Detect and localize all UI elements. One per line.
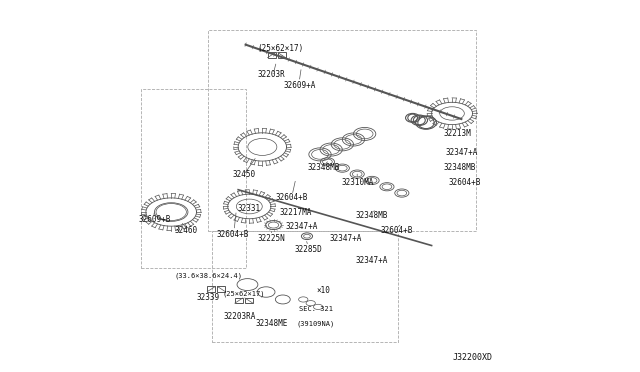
Text: 32348MB: 32348MB xyxy=(444,163,476,172)
Text: 32609+A: 32609+A xyxy=(284,81,316,90)
Text: (39109NA): (39109NA) xyxy=(296,320,335,327)
Bar xyxy=(245,298,253,303)
Bar xyxy=(218,286,225,292)
Bar xyxy=(209,30,476,231)
Text: J32200XD: J32200XD xyxy=(452,353,493,362)
Text: 32203R: 32203R xyxy=(258,70,285,79)
Text: 32285D: 32285D xyxy=(295,245,323,254)
Text: 32604+B: 32604+B xyxy=(449,178,481,187)
Text: 32604+B: 32604+B xyxy=(380,226,412,235)
Text: (25×62×17): (25×62×17) xyxy=(258,44,304,53)
Text: 32347+A: 32347+A xyxy=(445,148,477,157)
Bar xyxy=(207,286,215,292)
Text: 32348MB: 32348MB xyxy=(308,163,340,172)
Bar xyxy=(212,231,398,342)
Text: ×10: ×10 xyxy=(317,286,331,295)
Text: 32604+B: 32604+B xyxy=(276,193,308,202)
Text: 32310MA: 32310MA xyxy=(341,178,373,187)
Text: 32347+A: 32347+A xyxy=(330,234,362,243)
Text: 32604+B: 32604+B xyxy=(216,230,249,239)
Text: 32339: 32339 xyxy=(197,293,220,302)
Text: 32213M: 32213M xyxy=(444,129,472,138)
Bar xyxy=(268,52,276,58)
Text: SEC. 321: SEC. 321 xyxy=(300,306,333,312)
Text: 32348ME: 32348ME xyxy=(255,319,288,328)
Text: 32609+B: 32609+B xyxy=(138,215,171,224)
Text: 32460: 32460 xyxy=(175,226,198,235)
Text: (33.6×38.6×24.4): (33.6×38.6×24.4) xyxy=(174,272,243,279)
Text: 32450: 32450 xyxy=(232,170,255,179)
Text: 32347+A: 32347+A xyxy=(285,222,317,231)
Text: 32203RA: 32203RA xyxy=(224,312,256,321)
Bar xyxy=(278,52,285,58)
Bar xyxy=(235,298,243,303)
Bar xyxy=(141,89,246,268)
Text: 32217MA: 32217MA xyxy=(280,208,312,217)
Text: 32331: 32331 xyxy=(237,204,261,213)
Text: (25×62×17): (25×62×17) xyxy=(223,291,265,297)
Text: 32225N: 32225N xyxy=(258,234,285,243)
Text: 32347+A: 32347+A xyxy=(356,256,388,265)
Text: 32348MB: 32348MB xyxy=(356,211,388,220)
